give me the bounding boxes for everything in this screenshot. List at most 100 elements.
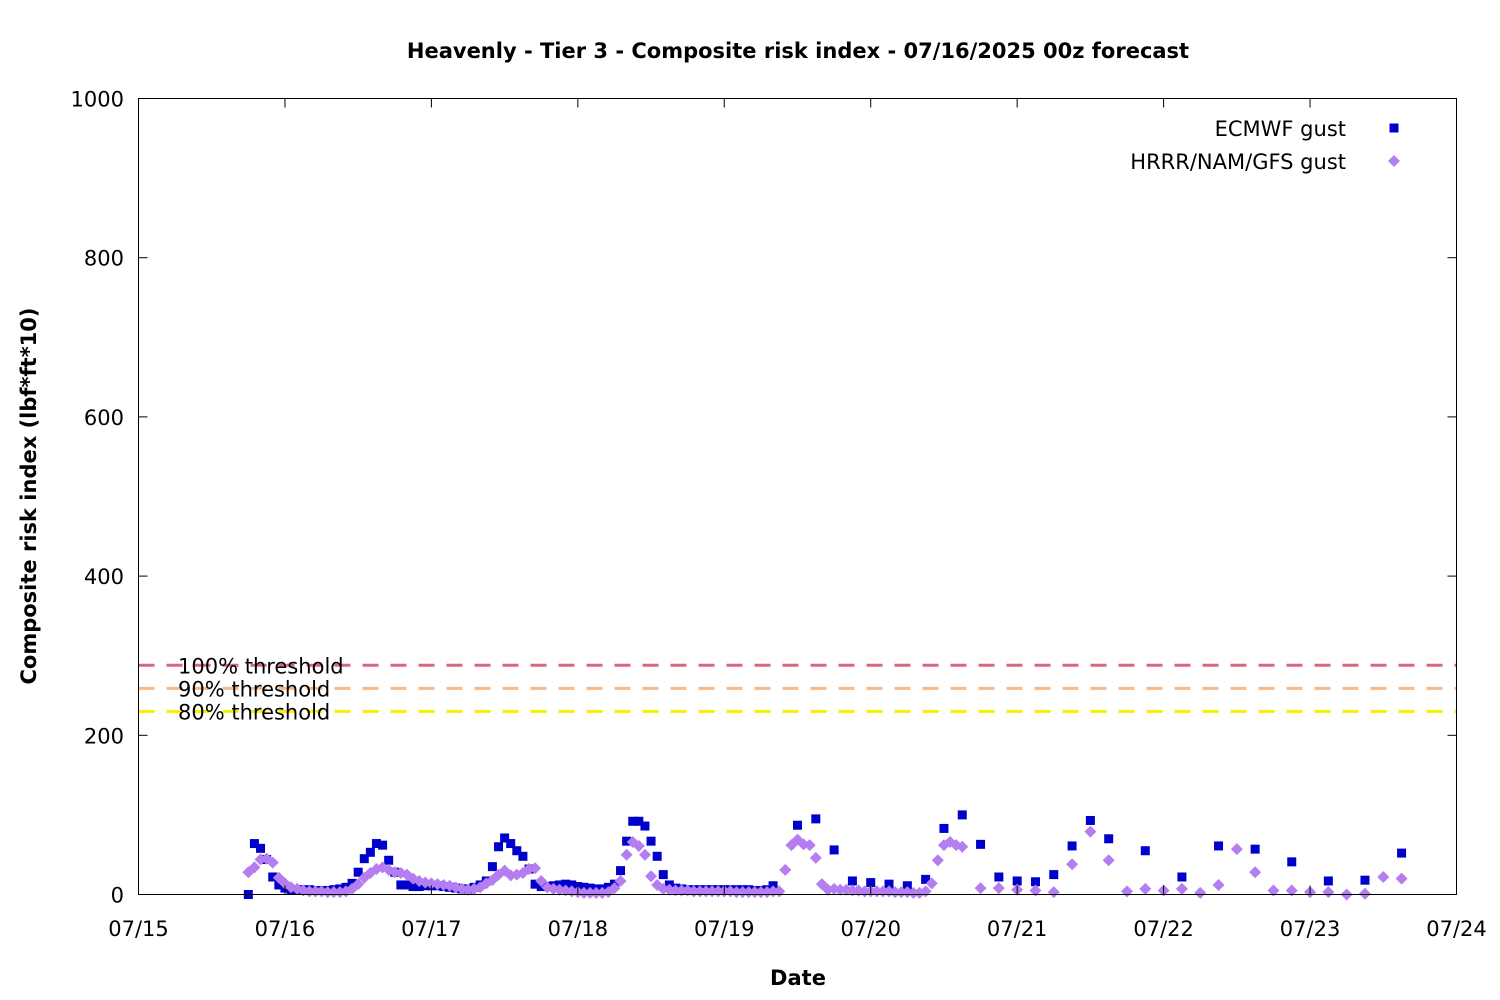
- hrrr-point: [846, 884, 859, 897]
- ecmwf-point: [274, 880, 284, 890]
- hrrr-point: [608, 882, 621, 895]
- ecmwf-point: [811, 814, 821, 824]
- ecmwf-point: [884, 879, 894, 889]
- x-tick-label: 07/17: [401, 917, 462, 941]
- x-tick-label: 07/23: [1280, 917, 1341, 941]
- hrrr-point: [620, 848, 633, 861]
- hrrr-point: [1047, 886, 1060, 899]
- ecmwf-point: [921, 874, 931, 884]
- ecmwf-point: [365, 847, 375, 857]
- ecmwf-point: [1085, 815, 1095, 825]
- hrrr-point: [529, 862, 542, 875]
- y-tick-label: 800: [84, 247, 124, 271]
- hrrr-point: [974, 882, 987, 895]
- ecmwf-point: [249, 839, 259, 849]
- ecmwf-point: [1397, 848, 1407, 858]
- hrrr-point: [1377, 870, 1390, 883]
- hrrr-point: [992, 882, 1005, 895]
- ecmwf-point: [1067, 841, 1077, 851]
- hrrr-point: [352, 878, 365, 891]
- ecmwf-point: [976, 839, 986, 849]
- ecmwf-point: [359, 854, 369, 864]
- ecmwf-point: [652, 851, 662, 861]
- legend-label: HRRR/NAM/GFS gust: [1130, 150, 1346, 174]
- x-axis-title: Date: [770, 966, 826, 990]
- ecmwf-point: [1140, 846, 1150, 856]
- hrrr-point: [742, 886, 755, 899]
- hrrr-point: [1395, 872, 1408, 885]
- ecmwf-point: [256, 843, 266, 853]
- hrrr-point: [736, 886, 749, 899]
- hrrr-point: [248, 861, 261, 874]
- ecmwf-point: [616, 866, 626, 876]
- hrrr-point: [895, 886, 908, 899]
- ecmwf-point: [1214, 841, 1224, 851]
- hrrr-point: [327, 886, 340, 899]
- hrrr-point: [925, 877, 938, 890]
- y-tick-label: 600: [84, 406, 124, 430]
- ecmwf-point: [1287, 857, 1297, 867]
- ecmwf-point: [500, 833, 510, 843]
- hrrr-point: [779, 863, 792, 876]
- ecmwf-point: [957, 810, 967, 820]
- hrrr-point: [577, 886, 590, 899]
- ecmwf-point: [378, 840, 388, 850]
- legend-marker: [1388, 155, 1400, 167]
- ecmwf-point: [268, 872, 278, 882]
- y-tick-label: 1000: [71, 88, 124, 112]
- ecmwf-point: [561, 879, 571, 889]
- hrrr-point: [809, 851, 822, 864]
- hrrr-point: [590, 886, 603, 899]
- hrrr-point: [1084, 825, 1097, 838]
- hrrr-point: [1322, 886, 1335, 899]
- hrrr-point: [931, 854, 944, 867]
- ecmwf-point: [658, 870, 668, 880]
- ecmwf-point: [1104, 834, 1114, 844]
- hrrr-point: [834, 883, 847, 896]
- legend: ECMWF gust HRRR/NAM/GFS gust: [1130, 117, 1400, 174]
- threshold-label: 80% threshold: [178, 700, 330, 724]
- hrrr-point: [803, 839, 816, 852]
- ecmwf-point: [408, 882, 418, 892]
- x-tick-label: 07/21: [987, 917, 1048, 941]
- hrrr-point: [614, 874, 627, 887]
- ecmwf-point: [1177, 872, 1187, 882]
- hrrr-point: [907, 886, 920, 899]
- ecmwf-point: [939, 823, 949, 833]
- hrrr-point: [1267, 884, 1280, 897]
- ecmwf-point: [1250, 844, 1260, 854]
- x-tick-label: 07/22: [1133, 917, 1194, 941]
- hrrr-point: [748, 886, 761, 899]
- hrrr-point: [1194, 886, 1207, 899]
- ecmwf-point: [494, 842, 504, 852]
- hrrr-point: [754, 886, 767, 899]
- threshold-label: 90% threshold: [178, 677, 330, 701]
- y-tick-label: 200: [84, 724, 124, 748]
- hrrr-point: [638, 848, 651, 861]
- ecmwf-point: [1323, 876, 1333, 886]
- x-tick-label: 07/16: [255, 917, 316, 941]
- ecmwf-point: [793, 820, 802, 830]
- ecmwf-point: [634, 816, 644, 826]
- hrrr-point: [669, 884, 682, 897]
- hrrr-point: [535, 874, 548, 887]
- hrrr-point: [1029, 884, 1042, 897]
- ecmwf-point: [353, 867, 363, 877]
- hrrr-point: [1285, 884, 1298, 897]
- ecmwf-point: [829, 845, 839, 855]
- chart-title: Heavenly - Tier 3 - Composite risk index…: [407, 39, 1189, 63]
- x-tick-label: 07/24: [1426, 917, 1487, 941]
- ecmwf-point: [994, 872, 1004, 882]
- x-tick-label: 07/15: [108, 917, 169, 941]
- ecmwf-point: [1030, 877, 1040, 887]
- hrrr-point: [1066, 858, 1079, 871]
- hrrr-point: [889, 886, 902, 899]
- y-tick-label: 400: [84, 565, 124, 589]
- hrrr-point: [1102, 854, 1115, 867]
- ecmwf-point: [512, 846, 522, 856]
- threshold-label: 100% threshold: [178, 654, 344, 678]
- y-tick-label: 0: [111, 884, 124, 908]
- legend-label: ECMWF gust: [1215, 117, 1346, 141]
- ecmwf-point: [518, 851, 528, 861]
